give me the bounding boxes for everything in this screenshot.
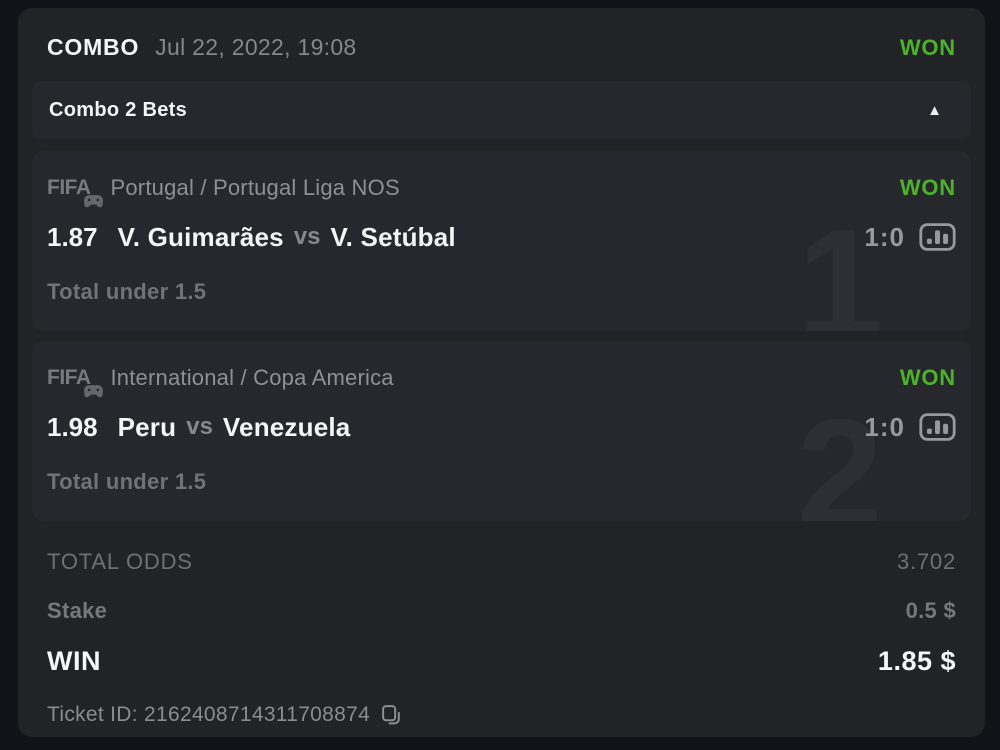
match-stats-button[interactable] (919, 223, 956, 251)
vs-label: vs (293, 223, 321, 250)
match-stats-button[interactable] (919, 413, 956, 441)
bet-status-badge: WON (899, 175, 956, 200)
bet-status-badge: WON (899, 365, 956, 390)
combo-bets-label: Combo 2 Bets (49, 98, 188, 121)
bet-league-row: FIFA International / Copa America WON (47, 365, 956, 398)
win-label: WIN (47, 646, 101, 676)
match-score: 1:0 (864, 222, 905, 252)
ticket-datetime: Jul 22, 2022, 19:08 (155, 34, 357, 60)
combo-bets-toggle[interactable]: Combo 2 Bets ▲ (32, 81, 971, 139)
vs-label: vs (186, 413, 213, 440)
bar-chart-icon (919, 413, 956, 441)
gamepad-icon (83, 195, 103, 208)
copy-icon (382, 705, 400, 725)
total-odds-row: TOTAL ODDS 3.702 (47, 549, 956, 575)
bet-odds-row: 1.98 Peru vs Venezuela 1:0 (47, 409, 956, 445)
league-name: International / Copa America (110, 365, 394, 390)
ticket-type-label: COMBO (47, 34, 140, 60)
provider-fifa-logo: FIFA (47, 366, 103, 398)
league-name: Portugal / Portugal Liga NOS (110, 175, 400, 200)
match-score: 1:0 (864, 412, 905, 442)
ticket-status-badge: WON (899, 34, 956, 60)
gamepad-icon (83, 385, 103, 398)
score-block: 1:0 (864, 409, 956, 445)
bet-odds-value: 1.98 (47, 412, 98, 442)
stake-value: 0.5 $ (905, 598, 956, 623)
provider-fifa-logo: FIFA (47, 176, 103, 208)
score-block: 1:0 (864, 219, 956, 255)
stake-row: Stake 0.5 $ (47, 598, 956, 624)
bet-card-1: 1 FIFA Portugal / Portugal Liga NOS WON … (32, 151, 971, 331)
bet-odds-row: 1.87 V. Guimarães vs V. Setúbal 1:0 (47, 219, 956, 255)
win-value: 1.85 $ (877, 646, 956, 676)
ticket-header: COMBO Jul 22, 2022, 19:08 WON (32, 8, 971, 81)
total-odds-label: TOTAL ODDS (47, 549, 193, 574)
bet-odds-value: 1.87 (47, 222, 98, 252)
stake-label: Stake (47, 598, 108, 623)
ticket-summary: TOTAL ODDS 3.702 Stake 0.5 $ WIN 1.85 $ … (32, 531, 971, 727)
away-team-name: V. Setúbal (330, 222, 456, 252)
total-odds-value: 3.702 (896, 549, 956, 574)
ticket-id-label: Ticket ID: 2162408714311708874 (47, 703, 371, 726)
away-team-name: Venezuela (222, 412, 351, 442)
bet-market: Total under 1.5 (47, 469, 207, 494)
home-team-name: V. Guimarães (117, 222, 284, 252)
chevron-up-icon: ▲ (927, 101, 942, 119)
provider-label: FIFA (47, 176, 91, 199)
provider-label: FIFA (47, 366, 91, 389)
ticket-id-row: Ticket ID: 2162408714311708874 (47, 703, 956, 727)
bet-ticket-card: COMBO Jul 22, 2022, 19:08 WON Combo 2 Be… (18, 8, 985, 737)
win-row: WIN 1.85 $ (47, 646, 956, 677)
bar-chart-icon (919, 223, 956, 251)
home-team-name: Peru (117, 412, 177, 442)
bet-league-row: FIFA Portugal / Portugal Liga NOS WON (47, 175, 956, 208)
bet-market: Total under 1.5 (47, 279, 207, 304)
copy-ticket-id-button[interactable] (381, 704, 402, 726)
bet-card-2: 2 FIFA International / Copa America WON … (32, 341, 971, 521)
